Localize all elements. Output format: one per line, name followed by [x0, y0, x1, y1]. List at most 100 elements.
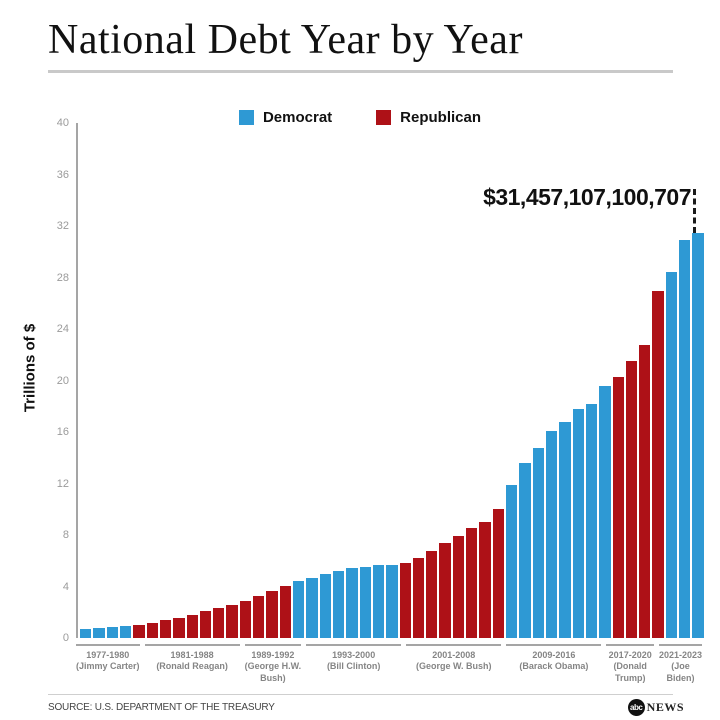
- bar-1990: [253, 596, 265, 638]
- y-tick-label-24: 24: [56, 323, 69, 335]
- group-president-label: (Ronald Reagan): [156, 661, 228, 672]
- bar-2005: [452, 535, 465, 638]
- bar-2023: [692, 232, 704, 638]
- x-group-1993-2000: 1993-2000 (Bill Clinton): [306, 644, 402, 684]
- bar-1991: [266, 590, 278, 638]
- group-president-label: (Bill Clinton): [326, 661, 381, 672]
- bar-2012: [545, 431, 558, 638]
- source-credit: SOURCE: U.S. DEPARTMENT OF THE TREASURY: [48, 702, 275, 713]
- bar-1995: [319, 574, 331, 638]
- bar-2000: [386, 565, 398, 638]
- group-years-label: 2021-2023: [658, 650, 703, 660]
- group-president-label: (George W. Bush): [416, 661, 492, 672]
- bar-2013: [559, 422, 571, 638]
- legend-label: Republican: [400, 109, 482, 126]
- y-tick-label-36: 36: [56, 168, 69, 181]
- bar-2016: [599, 386, 611, 638]
- annotation-dashed-line: [693, 189, 696, 233]
- bar-2017: [612, 377, 624, 638]
- y-axis-title: Trillions of $: [21, 323, 39, 413]
- bar-2014: [572, 408, 584, 638]
- y-tick-label-20: 20: [56, 374, 69, 387]
- legend-swatch-icon: [376, 110, 392, 125]
- bar-2022: [679, 239, 691, 638]
- y-tick-label-40: 40: [56, 117, 69, 129]
- bar-2020: [652, 291, 664, 638]
- legend-swatch-icon: [238, 110, 254, 125]
- group-bracket-line: [658, 644, 703, 646]
- x-group-1989-1992: 1989-1992 (George H.W. Bush): [244, 644, 302, 684]
- x-axis-groups: 1977-1980 (Jimmy Carter) 1981-1988 (Ronald …: [76, 644, 703, 684]
- group-president-label: (Jimmy Carter): [76, 661, 140, 672]
- bar-1980: [119, 626, 132, 638]
- x-group-1981-1988: 1981-1988 (Ronald Reagan): [144, 644, 240, 684]
- abc-circle-icon: abc: [627, 699, 645, 716]
- group-bracket-line: [244, 644, 302, 646]
- group-years-label: 2017-2020: [608, 650, 652, 660]
- group-years-label: 2001-2008: [432, 650, 476, 660]
- y-tick-label-16: 16: [56, 426, 69, 438]
- bar-1996: [332, 570, 345, 638]
- group-president-label: Trump): [614, 672, 646, 683]
- y-tick-label-0: 0: [62, 632, 69, 644]
- footer-divider: [48, 694, 673, 695]
- bar-1994: [306, 577, 318, 638]
- chart-legend: Democrat Republican: [0, 109, 720, 126]
- group-bracket-line: [306, 644, 402, 646]
- bar-1977: [80, 629, 92, 638]
- bar-1999: [372, 565, 385, 638]
- bar-1998: [359, 566, 371, 638]
- group-president-label: (George H.W.: [244, 661, 302, 672]
- bar-2006: [466, 528, 478, 638]
- bar-2021: [665, 271, 678, 638]
- x-group-2009-2016: 2009-2016 (Barack Obama): [506, 644, 602, 684]
- bar-2010: [519, 463, 531, 638]
- y-tick-label-8: 8: [62, 529, 69, 541]
- bar-1988: [226, 604, 238, 638]
- bar-2007: [479, 522, 491, 638]
- legend-item-democrat: Democrat: [238, 109, 333, 126]
- bar-1992: [279, 585, 291, 638]
- x-group-2021-2023: 2021-2023 (Joe Biden): [658, 644, 703, 684]
- bar-series: [80, 123, 704, 638]
- bar-2001: [399, 563, 411, 638]
- legend-label: Democrat: [262, 109, 333, 126]
- group-years-label: 2009-2016: [532, 650, 576, 660]
- y-tick-label-4: 4: [62, 580, 69, 593]
- abc-news-wordmark: NEWS: [646, 700, 684, 714]
- bar-2004: [439, 542, 451, 638]
- bar-1982: [146, 623, 158, 638]
- x-group-1977-1980: 1977-1980 (Jimmy Carter): [76, 644, 140, 684]
- group-president-label: (Donald: [613, 661, 647, 672]
- group-president-label: Bush): [260, 672, 286, 683]
- x-group-2001-2008: 2001-2008 (George W. Bush): [406, 644, 502, 684]
- y-tick-label-28: 28: [56, 271, 69, 284]
- x-group-2017-2020: 2017-2020 (Donald Trump): [606, 644, 654, 684]
- bar-1983: [159, 620, 172, 638]
- bar-2015: [585, 404, 598, 638]
- bar-2019: [639, 345, 651, 638]
- bar-2008: [492, 509, 504, 638]
- bar-1984: [173, 617, 185, 638]
- bar-2011: [532, 447, 544, 638]
- page-title: National Debt Year by Year: [48, 17, 523, 63]
- y-tick-label-12: 12: [56, 477, 69, 490]
- group-president-label: Biden): [666, 672, 695, 683]
- bar-1987: [213, 607, 225, 638]
- peak-value-annotation: $31,457,107,100,707: [483, 184, 691, 210]
- bar-2003: [426, 550, 438, 638]
- bar-1989: [239, 601, 252, 638]
- bar-1993: [293, 581, 305, 638]
- group-years-label: 1989-1992: [251, 650, 295, 660]
- bar-1978: [93, 628, 105, 638]
- group-president-label: (Joe: [671, 661, 690, 672]
- group-years-label: 1993-2000: [332, 650, 376, 660]
- bar-1986: [199, 610, 212, 638]
- y-tick-label-32: 32: [56, 220, 69, 232]
- bar-1979: [106, 627, 118, 638]
- bar-2018: [625, 360, 638, 638]
- bar-1985: [186, 614, 198, 638]
- group-president-label: (Barack Obama): [519, 661, 589, 672]
- group-bracket-line: [406, 644, 502, 646]
